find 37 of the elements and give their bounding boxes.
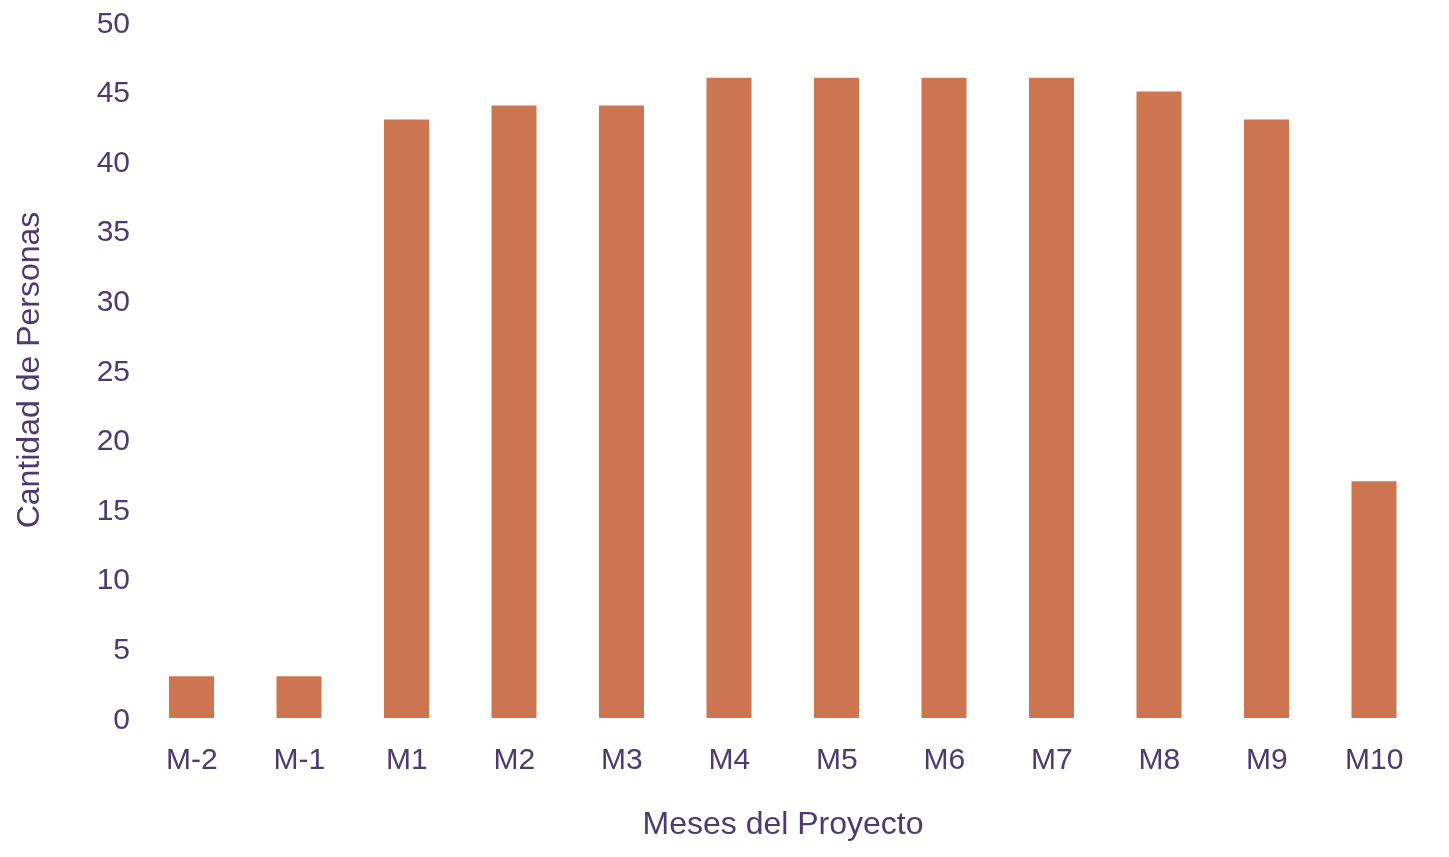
y-tick-label: 5 [113,632,130,666]
bar [1136,91,1182,718]
bar [599,105,644,718]
bar [1029,77,1074,718]
bar [276,676,322,718]
y-axis-title: Cantidad de Personas [10,211,47,529]
y-tick-label: 15 [96,492,130,526]
x-tick-label: M1 [385,742,428,776]
y-tick-label: 45 [96,75,130,109]
bar [491,105,537,718]
x-axis-title: Meses del Proyecto [642,805,924,841]
x-tick-label: M7 [1030,742,1073,776]
y-tick-label: 20 [96,423,130,457]
bar [1351,481,1397,718]
y-tick-label: 25 [96,353,130,387]
x-tick-label: M6 [923,742,966,776]
x-tick-label: M5 [815,742,858,776]
y-tick-label: 10 [96,562,130,596]
bar [384,119,429,718]
x-tick-label: M8 [1138,742,1181,776]
x-tick-label: M-1 [273,742,326,776]
x-tick-label: M4 [708,742,751,776]
bar [921,77,967,718]
bar [1244,119,1289,718]
x-tick-label: M9 [1245,742,1288,776]
x-tick-label: M2 [493,742,536,776]
bar [706,77,752,718]
y-tick-label: 30 [96,284,130,318]
x-tick-label: M10 [1345,742,1404,776]
y-tick-label: 50 [96,5,130,39]
y-tick-label: 40 [96,144,130,178]
y-tick-label: 0 [113,701,130,735]
bar [169,676,214,718]
bar [814,77,859,718]
y-tick-label: 35 [96,214,130,248]
x-tick-label: M3 [600,742,643,776]
x-tick-label: M-2 [165,742,218,776]
